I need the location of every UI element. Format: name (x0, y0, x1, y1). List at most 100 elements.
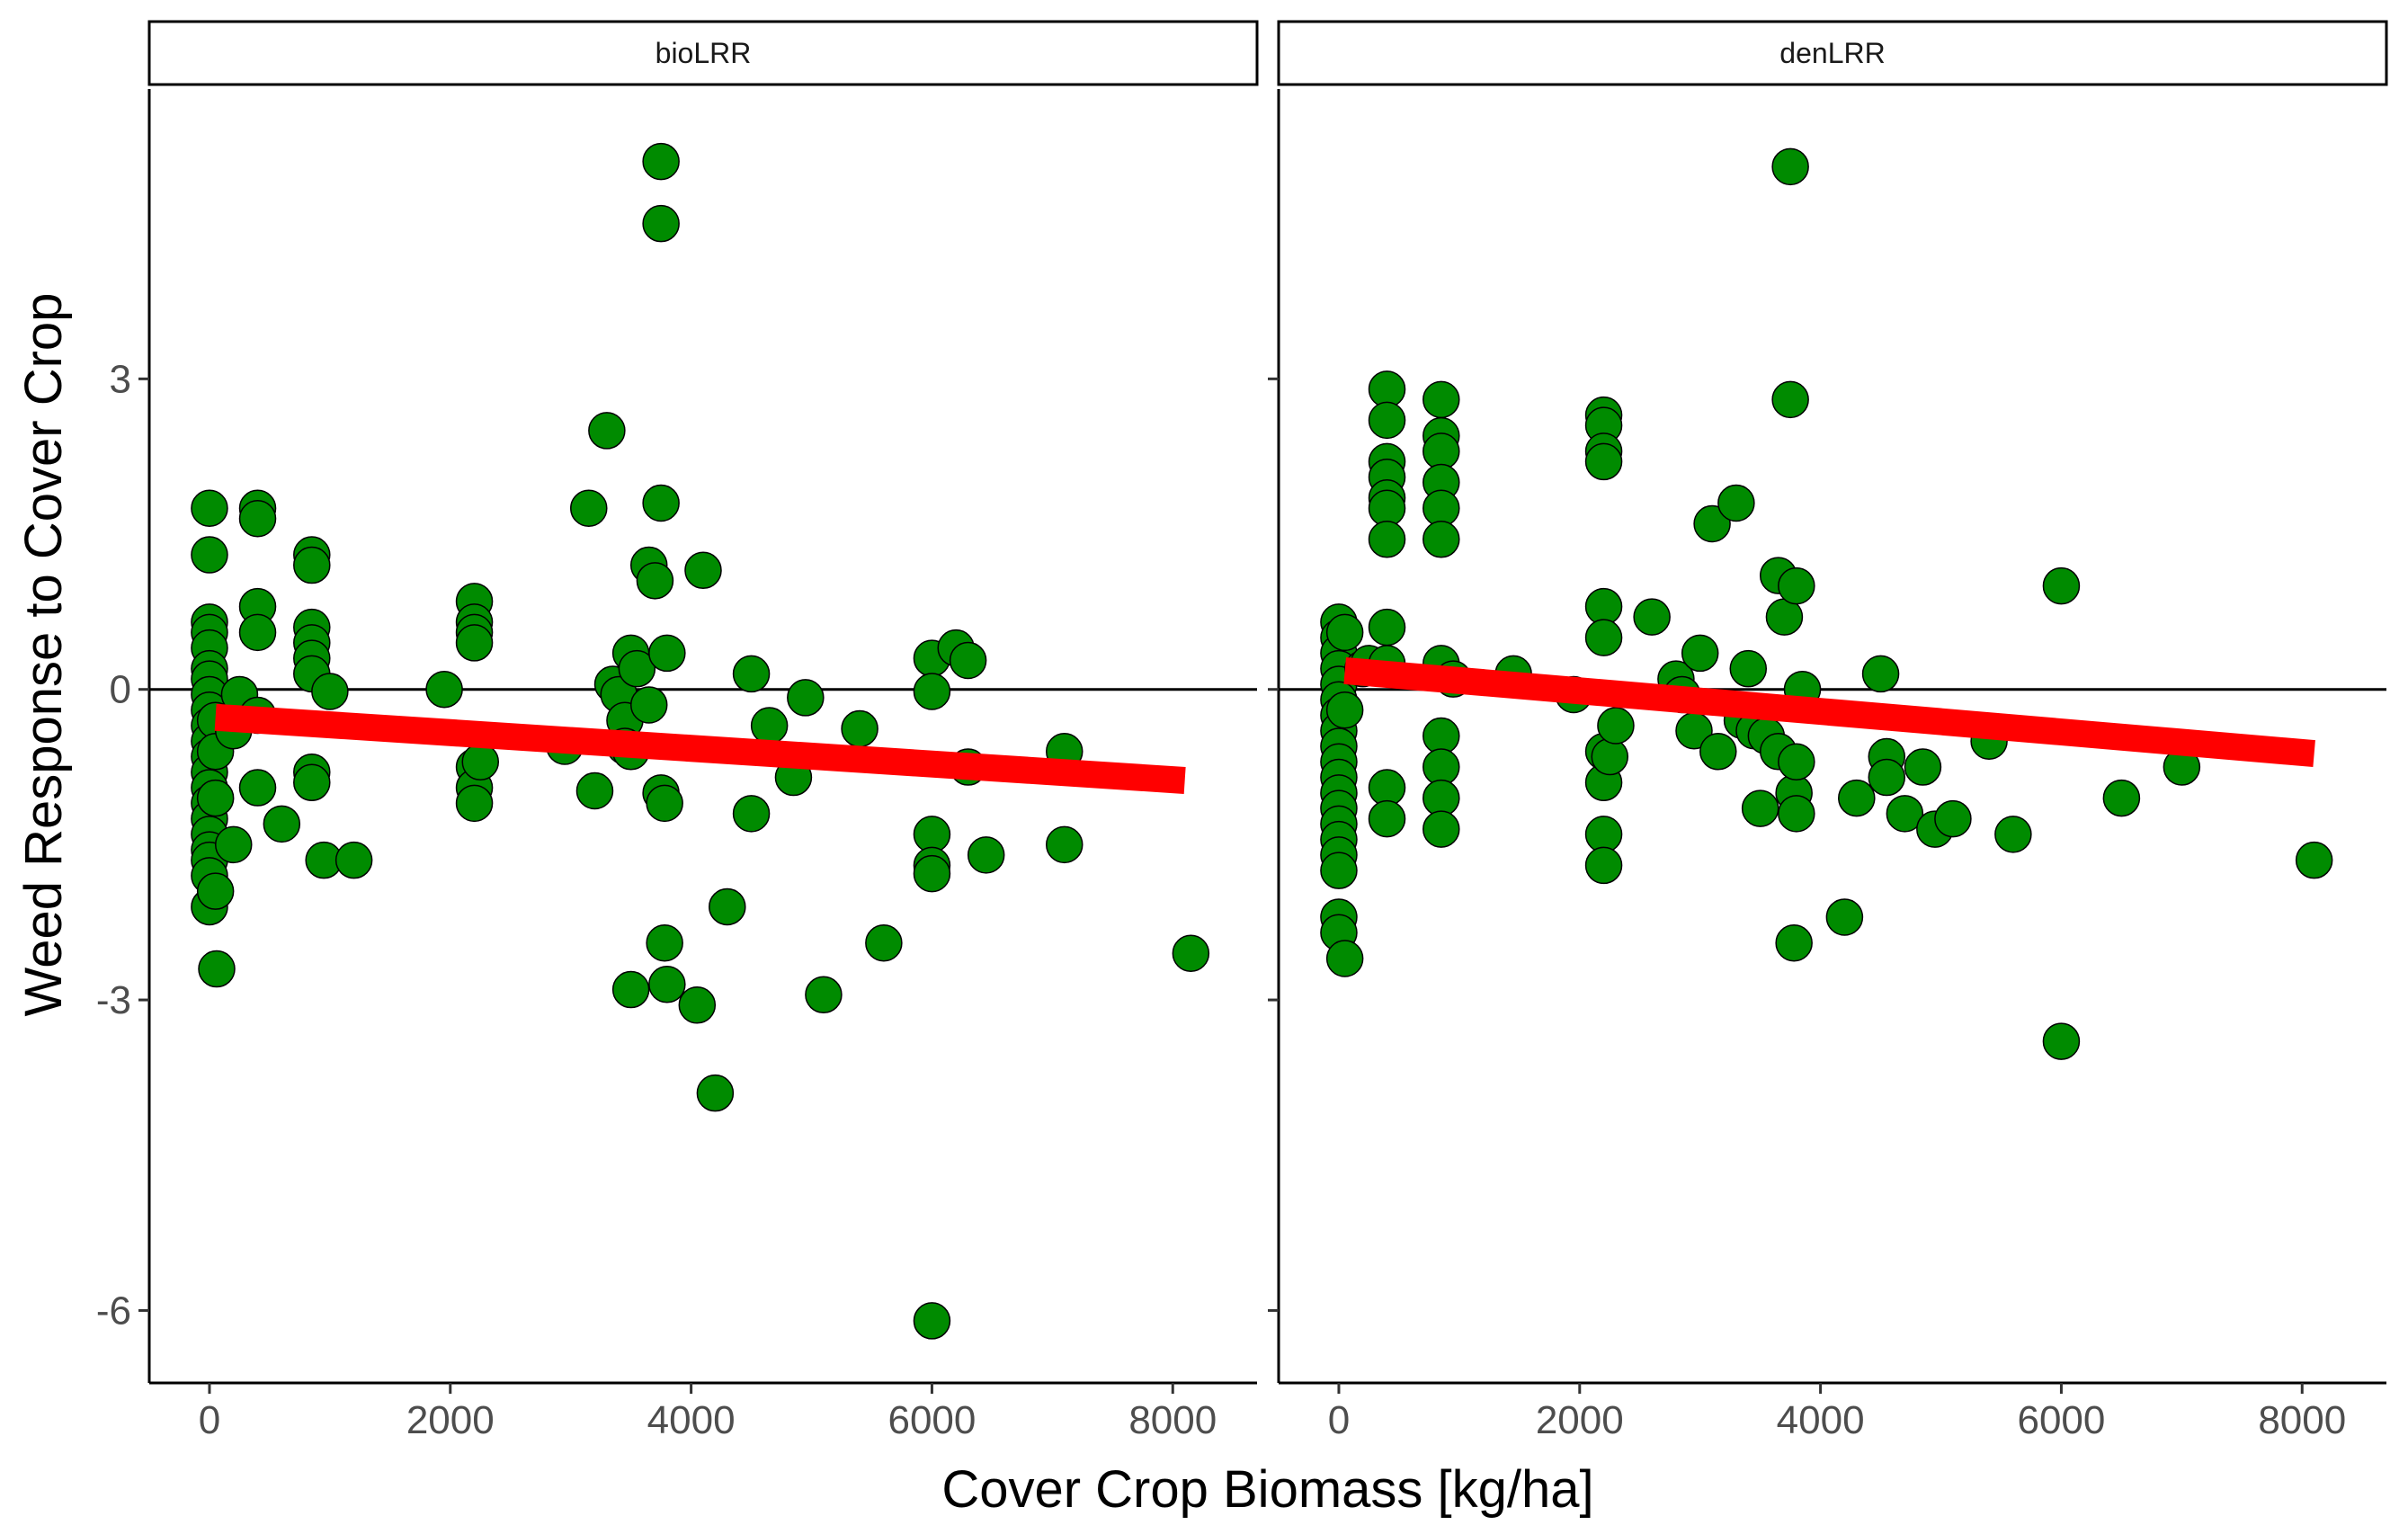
data-points (1320, 147, 2333, 1060)
panel-biolrr: bioLRR 0 2000 4000 6000 8000 (138, 20, 1259, 1442)
data-point (1368, 401, 1406, 440)
data-point (1741, 789, 1779, 827)
data-point (1838, 779, 1876, 817)
data-point (618, 649, 656, 688)
data-point (1325, 613, 1364, 652)
data-point (455, 624, 494, 662)
data-point (1994, 816, 2032, 853)
data-point (191, 536, 228, 574)
x-tick-label: 4000 (647, 1398, 736, 1442)
data-point (750, 707, 789, 745)
data-point (570, 489, 608, 527)
data-point (684, 551, 722, 590)
x-tick-label: 0 (1328, 1398, 1350, 1442)
data-point (648, 634, 686, 673)
data-point (263, 805, 301, 843)
data-point (196, 779, 235, 817)
data-point (1423, 810, 1460, 848)
data-point (1325, 691, 1364, 729)
data-point (293, 763, 331, 802)
data-point (575, 771, 614, 810)
data-points (191, 142, 1210, 1340)
data-point (238, 499, 277, 538)
data-point (1825, 898, 1864, 936)
data-point (196, 872, 235, 910)
data-point (198, 950, 236, 988)
data-point (913, 673, 951, 710)
strip-biolrr (147, 20, 1259, 86)
data-point (913, 1302, 951, 1340)
data-point (214, 825, 253, 864)
data-point (1423, 380, 1460, 419)
data-point (646, 923, 683, 962)
data-point (1368, 608, 1406, 647)
data-point (636, 562, 674, 600)
data-point (1861, 655, 1900, 693)
data-point (611, 970, 650, 1009)
data-point (642, 142, 680, 181)
plot-area-denlrr: 0 2000 4000 6000 8000 (1268, 89, 2386, 1442)
data-point (2042, 1022, 2081, 1060)
y-axis-title: Weed Response to Cover Crop (14, 293, 73, 1017)
data-point (293, 546, 331, 584)
data-point (1699, 733, 1737, 771)
data-point (1172, 934, 1210, 973)
regression-line (214, 703, 1186, 794)
x-tick-label: 2000 (1536, 1398, 1624, 1442)
data-point (2042, 566, 2081, 605)
data-point (865, 923, 903, 962)
x-tick-label: 8000 (2258, 1398, 2346, 1442)
data-point (1771, 147, 1809, 186)
data-point (1934, 799, 1972, 838)
data-point (913, 854, 951, 893)
data-point (191, 489, 228, 527)
data-point (238, 769, 277, 807)
data-point (1633, 598, 1671, 636)
y-tick-label: -3 (96, 978, 131, 1022)
x-tick-label: 2000 (406, 1398, 495, 1442)
data-point (642, 204, 680, 243)
data-point (1693, 504, 1731, 543)
data-point (1775, 923, 1813, 962)
data-point (1904, 748, 1942, 786)
y-axis: -6 -3 0 3 (96, 357, 131, 1333)
data-point (2295, 841, 2333, 879)
data-point (732, 795, 771, 833)
data-point (2102, 779, 2141, 817)
data-point (1325, 940, 1364, 977)
y-tick-label: -6 (96, 1289, 131, 1333)
data-point (642, 484, 680, 522)
x-tick-label: 6000 (887, 1398, 976, 1442)
data-point (334, 841, 373, 879)
data-point (787, 679, 825, 717)
data-point (678, 986, 717, 1024)
data-point (455, 784, 494, 823)
data-point (696, 1074, 735, 1112)
data-point (1681, 634, 1719, 673)
data-point (1423, 521, 1460, 558)
x-tick-label: 0 (199, 1398, 220, 1442)
strip-denlrr (1277, 20, 2388, 86)
x-tick-label: 4000 (1777, 1398, 1865, 1442)
data-point (709, 887, 746, 926)
data-point (1771, 380, 1809, 419)
panel-denlrr: denLRR 0 2000 4000 6000 8000 (1268, 20, 2388, 1442)
data-point (646, 784, 683, 823)
x-tick-label: 8000 (1128, 1398, 1217, 1442)
x-axis-title: Cover Crop Biomass [kg/ha] (941, 1460, 1593, 1519)
data-point (1778, 743, 1815, 781)
data-point (841, 709, 878, 748)
data-point (1729, 649, 1768, 688)
data-point (1584, 619, 1623, 656)
data-point (949, 641, 987, 680)
y-tick-label: 3 (110, 357, 131, 401)
data-point (1886, 795, 1924, 833)
data-point (425, 670, 463, 709)
data-point (1868, 758, 1906, 797)
data-point (648, 966, 686, 1003)
data-point (1320, 852, 1358, 889)
data-point (311, 673, 349, 710)
data-point (1584, 846, 1623, 885)
data-point (1778, 795, 1815, 833)
